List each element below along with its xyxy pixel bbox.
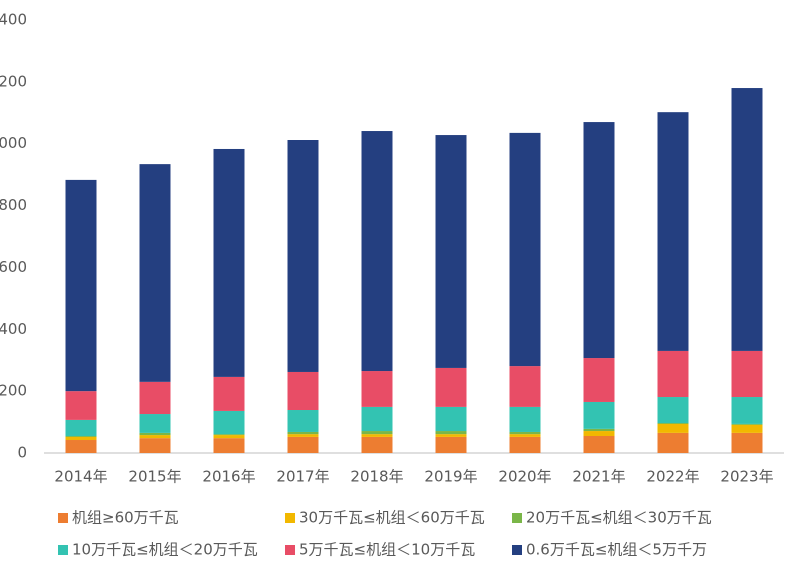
bar-segment [509,434,541,437]
bar-segment [731,423,763,425]
bar-segment [213,376,245,411]
legend-label: 5万千瓦≤机组＜10万千瓦 [299,541,475,559]
bar-segment [139,432,171,436]
y-tick-label: 0 [17,444,27,462]
bar-segment [731,350,763,398]
bar-segment [65,436,97,441]
y-tick-label: 800 [0,196,27,214]
legend-swatch [58,545,68,555]
x-tick-label: 2018年 [350,468,403,486]
bar-segment [435,434,467,437]
bar-segment [509,132,541,367]
y-tick-label: 600 [0,258,27,276]
bar-segment [583,435,615,453]
x-tick-label: 2023年 [720,468,773,486]
legend-label: 30万千瓦≤机组＜60万千瓦 [299,509,485,527]
bar-segment [583,122,615,359]
y-tick-label: 1400 [0,11,27,29]
bar-segment [287,434,319,437]
bar-segment [583,401,615,429]
bar-segment [287,140,319,372]
bar-segment [509,366,541,407]
legend-swatch [512,545,522,555]
bar-segment [213,410,245,435]
bar-segment [361,436,393,453]
bar-segment [139,164,171,382]
bar-segment [65,179,97,392]
legend-swatch [58,513,68,523]
x-tick-label: 2017年 [276,468,329,486]
x-tick-label: 2021年 [572,468,625,486]
bar-segment [65,435,97,437]
bar-segment [139,435,171,439]
bar-segment [435,431,467,435]
bar-segment [213,148,245,377]
bar-segment [65,440,97,453]
bar-segment [731,88,763,351]
bar-segment [213,434,245,436]
bar-segment [65,419,97,436]
bar-segment [139,414,171,433]
bar-segment [435,436,467,453]
x-tick-label: 2015年 [128,468,181,486]
bar-segment [657,422,689,424]
legend-label: 10万千瓦≤机组＜20万千瓦 [72,541,258,559]
bar-segment [435,135,467,368]
bar-segment [287,371,319,411]
bar-segment [361,434,393,437]
bar-segment [287,436,319,453]
bar-segment [65,391,97,420]
y-tick-label: 200 [0,382,27,400]
legend-swatch [285,513,295,523]
legend-label: 机组≥60万千瓦 [72,509,179,527]
bar-segment [287,410,319,432]
bar-segment [583,431,615,436]
bar-segment [361,131,393,372]
legend-swatch [285,545,295,555]
bar-segment [731,432,763,453]
bar-segment [287,431,319,435]
bar-segment [657,397,689,423]
x-tick-label: 2020年 [498,468,551,486]
x-tick-label: 2019年 [424,468,477,486]
bar-segment [657,112,689,351]
y-tick-label: 1200 [0,72,27,90]
bar-segment [509,436,541,453]
bar-segment [657,423,689,433]
legend-swatch [512,513,522,523]
bar-segment [731,424,763,433]
bar-segment [361,406,393,432]
bar-segment [361,371,393,407]
x-tick-label: 2014年 [54,468,107,486]
bar-segment [657,432,689,453]
bar-segment [435,367,467,407]
bar-segment [583,428,615,432]
bar-segment [213,438,245,453]
bar-segment [435,406,467,432]
bar-segment [139,381,171,415]
bar-segment [509,406,541,432]
bar-segment [509,431,541,435]
bar-segment [361,431,393,435]
x-tick-label: 2022年 [646,468,699,486]
y-tick-label: 1000 [0,134,27,152]
bar-segment [583,358,615,402]
legend-label: 0.6万千瓦≤机组＜5万千万 [526,541,707,559]
legend-label: 20万千瓦≤机组＜30万千瓦 [526,509,712,527]
bar-segment [731,397,763,424]
bar-segment [657,350,689,398]
bar-segment [139,438,171,453]
x-tick-label: 2016年 [202,468,255,486]
y-tick-label: 400 [0,320,27,338]
bar-segment [213,435,245,439]
